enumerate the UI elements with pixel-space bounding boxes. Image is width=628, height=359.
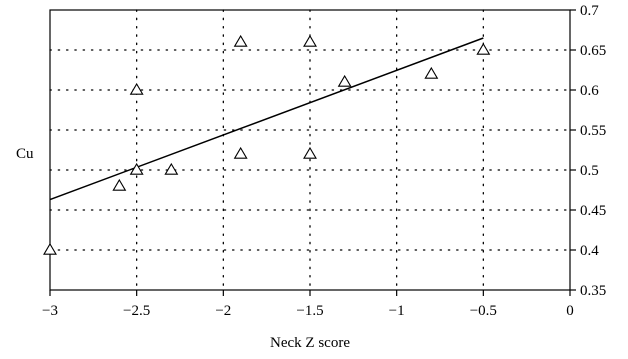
x-tick-label: −2 [215,303,231,319]
data-points [43,34,491,255]
data-point-triangle [476,42,491,55]
x-tick-label: −0.5 [470,303,497,319]
y-tick-label: 0.4 [580,243,599,259]
data-point-triangle [129,82,144,95]
x-tick-label: −1.5 [296,303,323,319]
data-point-triangle [233,146,248,159]
data-point-triangle [303,34,317,47]
x-tick-label: −3 [42,303,58,319]
axis-labels: Cu Neck Z score [16,146,350,351]
x-tick-label: 0 [566,303,574,319]
y-tick-label: 0.6 [580,83,599,99]
y-tick-label: 0.35 [580,283,606,299]
y-tick-label: 0.5 [580,163,599,179]
y-tick-label: 0.55 [580,123,606,139]
x-axis-label: Neck Z score [270,335,350,351]
y-tick-label: 0.7 [580,3,599,19]
trend-line [49,37,484,201]
data-point-triangle [424,66,439,79]
data-point-triangle [337,74,352,87]
axes: −3 −2.5 −2 −1.5 −1 −0.5 0 0.35 0.4 0.45 0.5 0.55 0.6… [42,3,606,319]
y-tick-label: 0.65 [580,43,606,59]
data-point-triangle [303,146,317,159]
x-tick-label: −1 [389,303,405,319]
y-axis-label: Cu [16,146,34,162]
x-tick-label: −2.5 [123,303,150,319]
y-tick-label: 0.45 [580,203,606,219]
data-point-triangle [164,162,179,175]
data-point-triangle [129,162,144,175]
trend-line-group [49,37,484,201]
data-point-triangle [43,242,57,255]
data-point-triangle [233,34,248,47]
data-point-triangle [112,178,127,191]
